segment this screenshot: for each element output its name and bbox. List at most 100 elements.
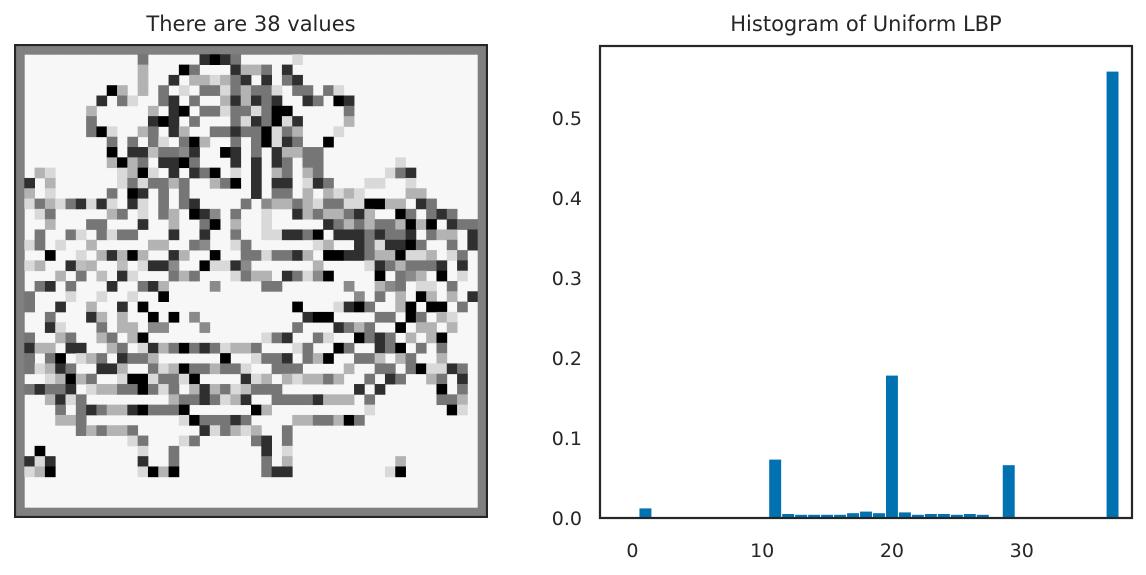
lbp-pixel (168, 105, 180, 117)
lbp-pixel (96, 219, 108, 230)
lbp-pixel (261, 445, 272, 457)
lbp-pixel (199, 85, 211, 96)
lbp-pixel (395, 260, 406, 272)
lbp-pixel (44, 322, 56, 333)
lbp-pixel (457, 260, 468, 272)
lbp-pixel (230, 363, 242, 375)
lbp-pixel (251, 384, 262, 395)
lbp-pixel (281, 435, 293, 447)
lbp-pixel (354, 507, 365, 518)
lbp-pixel (199, 105, 211, 117)
lbp-pixel (209, 394, 221, 406)
lbp-pixel (199, 44, 211, 55)
lbp-pixel (24, 301, 35, 313)
lbp-pixel (158, 95, 169, 107)
lbp-pixel (75, 394, 87, 406)
lbp-pixel (343, 219, 355, 230)
lbp-pixel (14, 476, 25, 488)
lbp-pixel (75, 44, 87, 55)
lbp-pixel (14, 126, 25, 138)
lbp-pixel (426, 301, 437, 313)
lbp-pixel (405, 219, 417, 230)
lbp-pixel (446, 250, 458, 261)
lbp-pixel (168, 219, 180, 230)
lbp-pixel (343, 507, 355, 518)
lbp-pixel (75, 414, 87, 426)
lbp-pixel (446, 239, 458, 251)
lbp-pixel (415, 342, 427, 354)
lbp-pixel (240, 95, 252, 107)
lbp-pixel (14, 404, 25, 416)
lbp-pixel (446, 229, 458, 241)
lbp-pixel (117, 260, 128, 272)
lbp-pixel (302, 147, 314, 158)
lbp-pixel (96, 363, 108, 375)
lbp-pixel (261, 44, 272, 55)
lbp-pixel (292, 394, 303, 406)
lbp-pixel (477, 373, 488, 385)
lbp-pixel (312, 147, 324, 158)
lbp-pixel (44, 394, 56, 406)
lbp-pixel (14, 188, 25, 199)
lbp-pixel (34, 363, 46, 375)
lbp-pixel (65, 281, 77, 292)
lbp-pixel (457, 250, 468, 261)
lbp-pixel (251, 167, 262, 179)
lbp-pixel (14, 497, 25, 509)
lbp-pixel (24, 507, 35, 518)
lbp-pixel (137, 167, 149, 179)
lbp-pixel (405, 301, 417, 313)
lbp-pixel (323, 394, 334, 406)
lbp-pixel (230, 54, 242, 65)
lbp-pixel (96, 95, 108, 107)
lbp-pixel (271, 157, 283, 169)
lbp-pixel (281, 445, 293, 457)
lbp-pixel (178, 404, 190, 416)
lbp-pixel (354, 414, 365, 426)
lbp-pixel (415, 291, 427, 302)
lbp-pixel (251, 507, 262, 518)
lbp-pixel (230, 342, 242, 354)
lbp-pixel (240, 85, 252, 96)
lbp-pixel (137, 301, 149, 313)
lbp-pixel (374, 291, 386, 302)
lbp-pixel (477, 435, 488, 447)
lbp-pixel (384, 250, 396, 261)
lbp-pixel (127, 322, 139, 333)
lbp-pixel (261, 229, 272, 241)
lbp-pixel (230, 270, 242, 282)
lbp-pixel (292, 85, 303, 96)
lbp-pixel (127, 44, 139, 55)
lbp-pixel (354, 44, 365, 55)
lbp-pixel (333, 394, 345, 406)
lbp-pixel (281, 157, 293, 169)
lbp-pixel (147, 260, 159, 272)
lbp-pixel (14, 311, 25, 323)
lbp-pixel (436, 229, 448, 241)
lbp-pixel (65, 260, 77, 272)
lbp-pixel (343, 250, 355, 261)
lbp-pixel (395, 219, 406, 230)
lbp-pixel (106, 404, 118, 416)
lbp-pixel (240, 74, 252, 86)
lbp-pixel (343, 44, 355, 55)
lbp-pixel (312, 270, 324, 282)
lbp-pixel (14, 105, 25, 117)
lbp-pixel (158, 260, 169, 272)
lbp-pixel (96, 44, 108, 55)
lbp-pixel (199, 394, 211, 406)
lbp-pixel (168, 394, 180, 406)
lbp-pixel (405, 177, 417, 189)
lbp-pixel (477, 208, 488, 220)
lbp-pixel (251, 404, 262, 416)
lbp-pixel (302, 342, 314, 354)
lbp-pixel (477, 74, 488, 86)
lbp-pixel (55, 394, 66, 406)
lbp-pixel (457, 44, 468, 55)
lbp-pixel (292, 322, 303, 333)
lbp-pixel (14, 229, 25, 241)
lbp-pixel (354, 322, 365, 333)
lbp-pixel (55, 332, 66, 344)
lbp-pixel (261, 332, 272, 344)
lbp-pixel (302, 270, 314, 282)
